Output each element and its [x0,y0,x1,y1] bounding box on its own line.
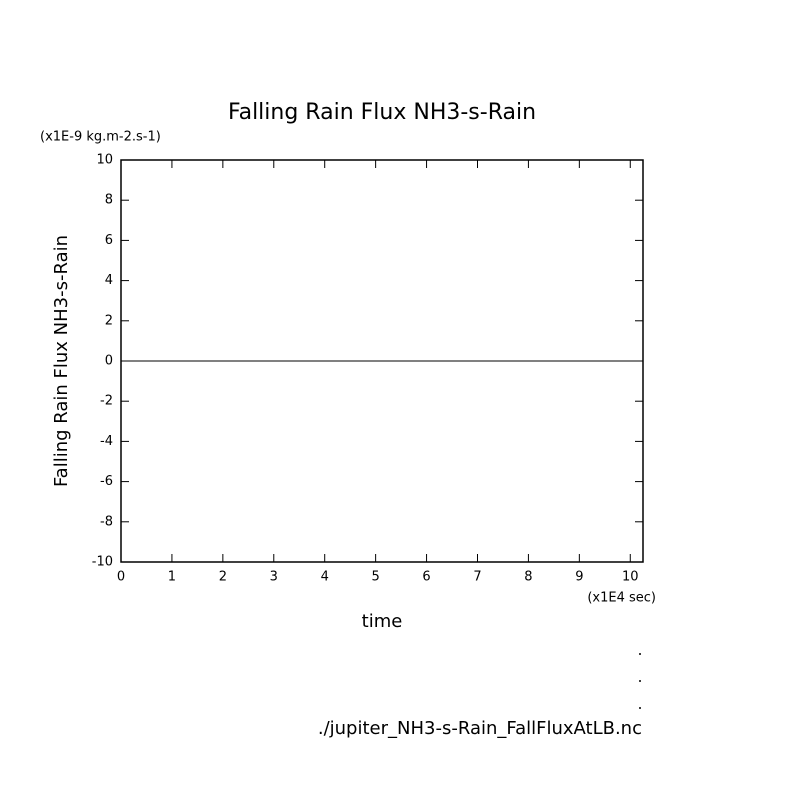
x-tick-label: 2 [219,570,227,585]
x-tick-label: 4 [321,570,329,585]
y-unit: (x1E-9 kg.m-2.s-1) [40,130,161,145]
y-tick-label: -2 [100,394,113,409]
y-tick-label: -10 [92,555,113,570]
x-tick-label: 10 [622,570,639,585]
y-tick-label: 10 [96,153,113,168]
y-tick-label: 8 [105,193,113,208]
x-tick-label: 6 [422,570,430,585]
y-tick-label: -4 [100,434,113,449]
y-tick-label: 0 [105,354,113,369]
x-tick-label: 3 [270,570,278,585]
y-tick-label: 6 [105,233,113,248]
x-tick-label: 8 [524,570,532,585]
footer: ./jupiter_NH3-s-Rain_FallFluxAtLB.nc [318,718,642,739]
x-tick-label: 0 [117,570,125,585]
y-tick-label: 2 [105,313,113,328]
chart-title: Falling Rain Flux NH3-s-Rain [228,100,536,125]
y-tick-label: -6 [100,474,113,489]
x-tick-label: 1 [168,570,176,585]
dot [639,680,641,682]
x-unit: (x1E4 sec) [587,591,656,606]
y-tick-label: 4 [105,273,113,288]
dot [639,707,641,709]
y-axis-label: Falling Rain Flux NH3-s-Rain [51,235,72,487]
dot [639,653,641,655]
x-tick-label: 7 [473,570,481,585]
x-axis-label: time [362,611,403,632]
y-tick-label: -8 [100,514,113,529]
x-tick-label: 9 [575,570,583,585]
x-tick-label: 5 [371,570,379,585]
